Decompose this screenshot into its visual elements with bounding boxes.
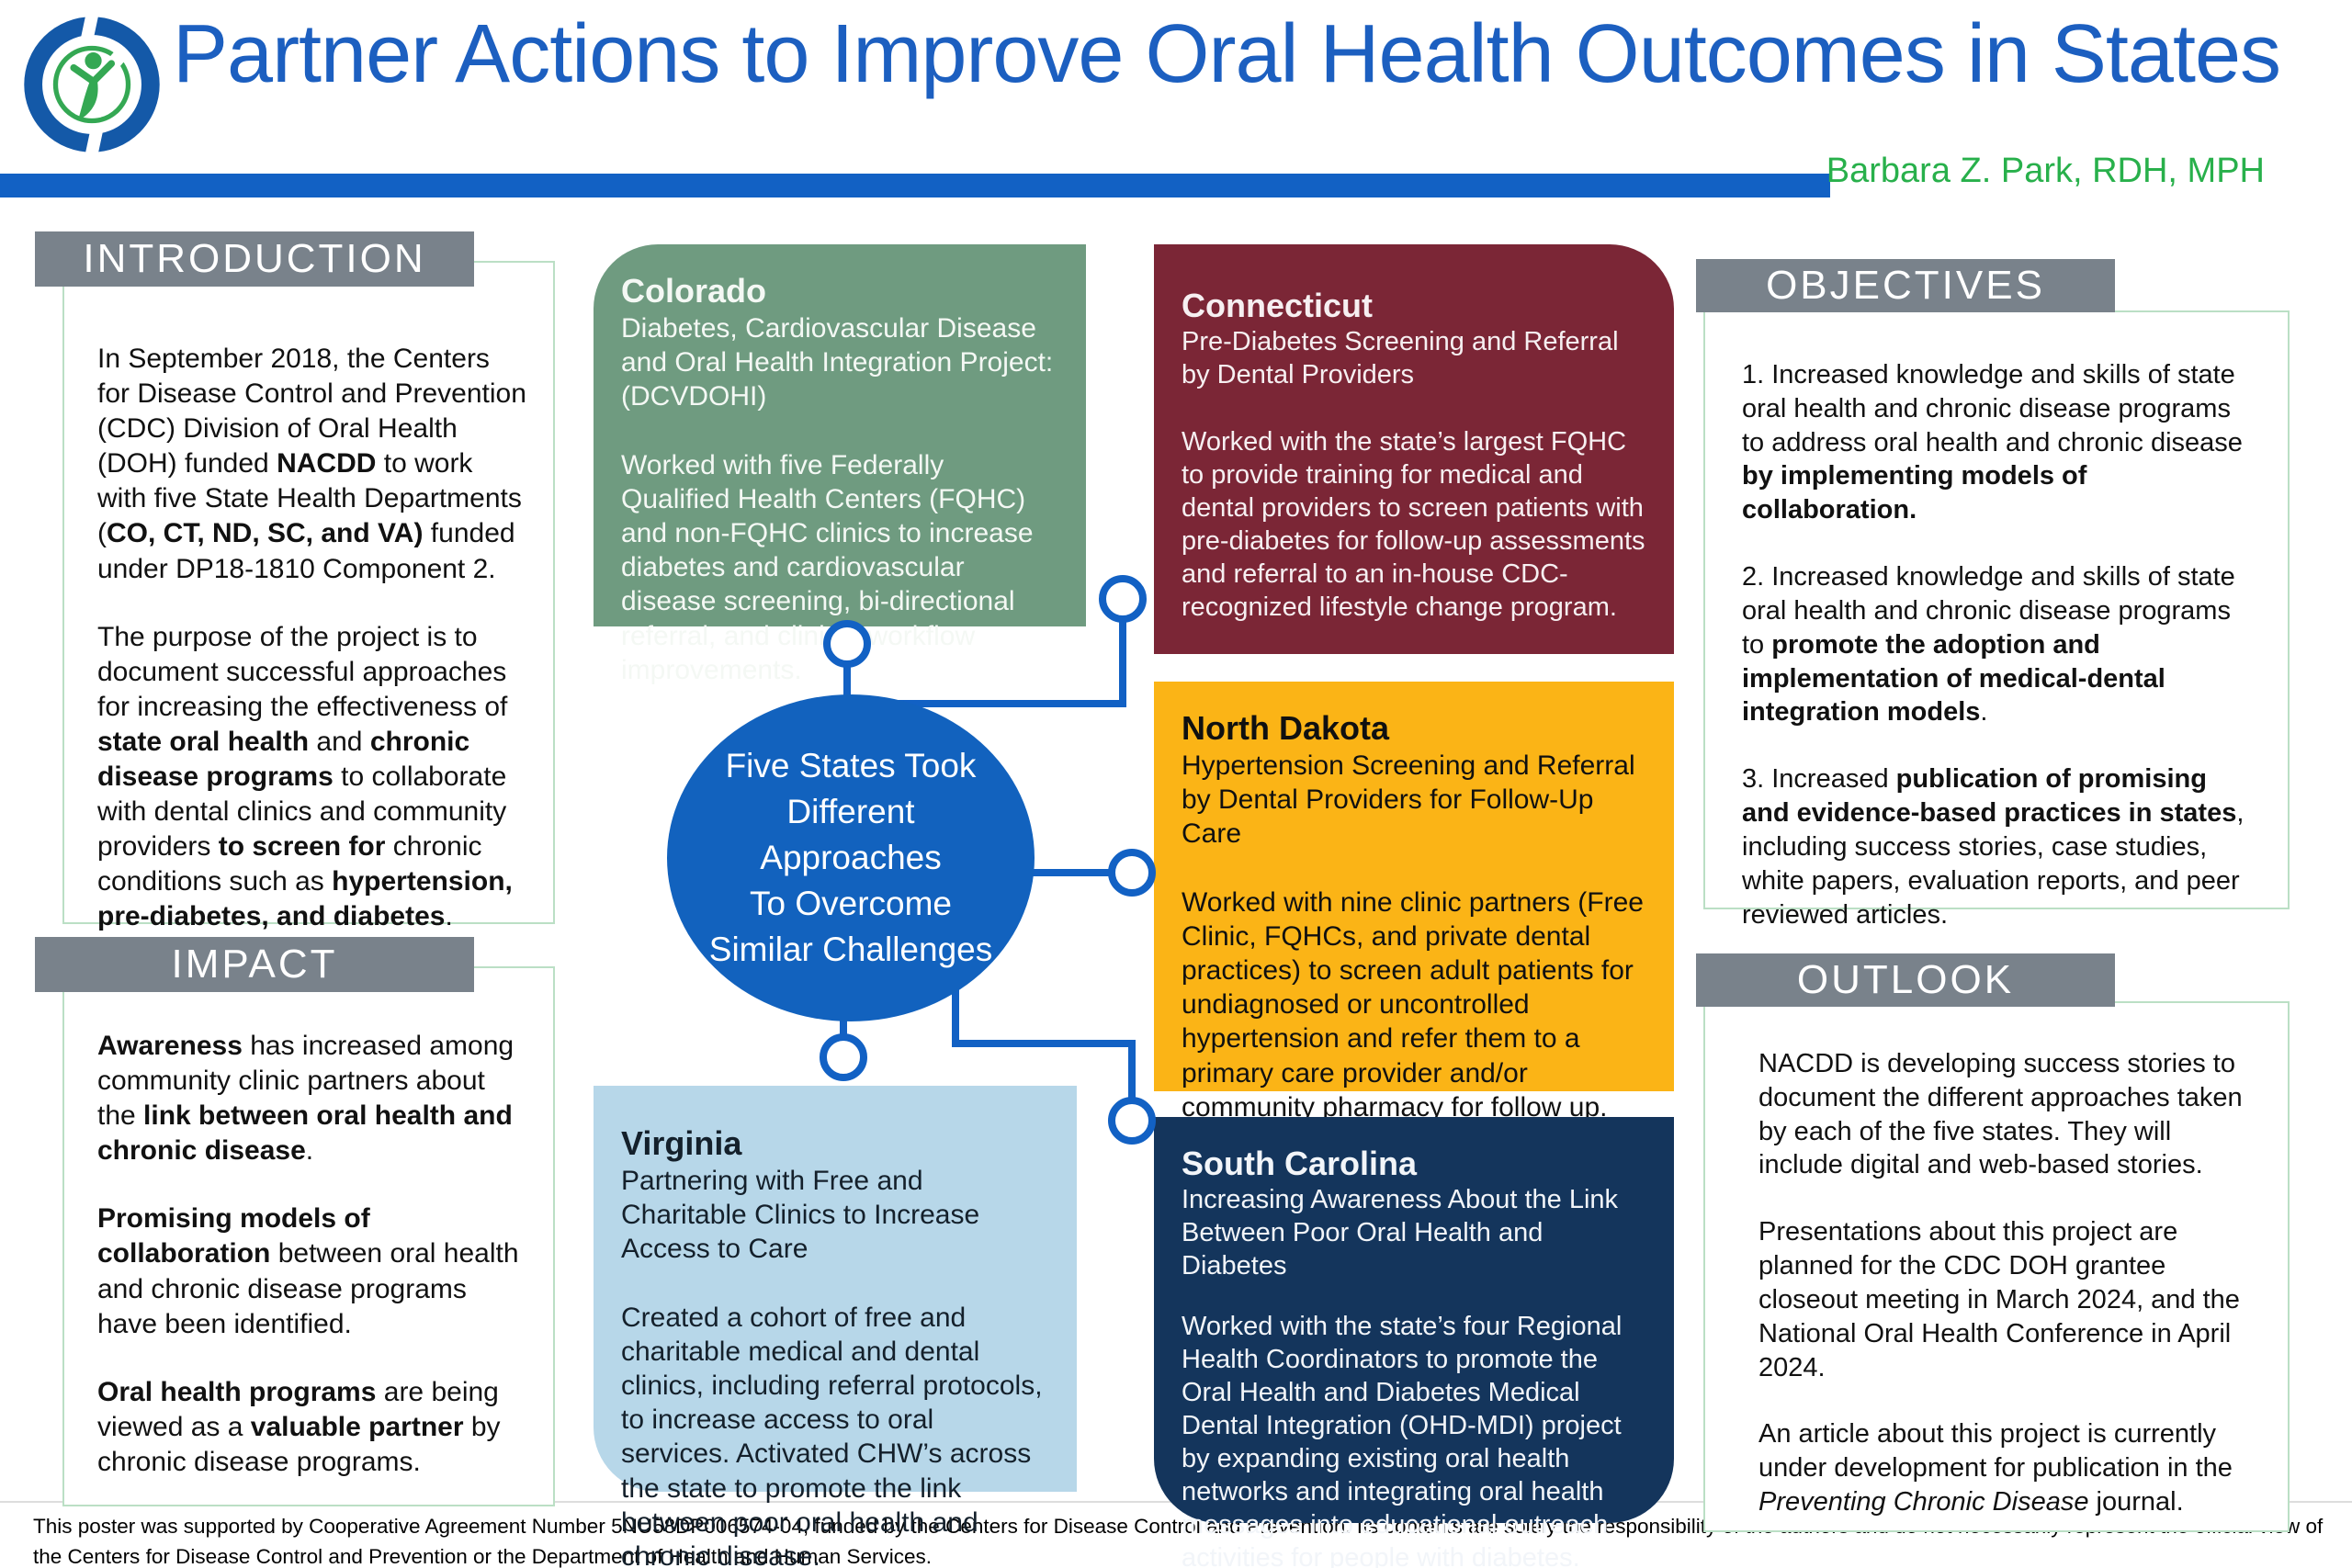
state-box-south-carolina: South Carolina Increasing Awareness Abou…	[1154, 1117, 1674, 1568]
author-byline: Barbara Z. Park, RDH, MPH	[1826, 152, 2265, 190]
state-box-colorado: Colorado Diabetes, Cardiovascular Diseas…	[594, 244, 1086, 685]
state-body: Worked with the state’s four Regional He…	[1182, 1311, 1623, 1568]
state-body: Worked with nine clinic partners (Free C…	[1182, 886, 1644, 1122]
state-name: Colorado	[621, 272, 766, 310]
section-header-introduction: INTRODUCTION	[35, 231, 474, 287]
footer-disclaimer: This poster was supported by Cooperative…	[33, 1515, 2324, 1568]
nacdd-logo-icon	[24, 15, 160, 154]
outlook-box: NACDD is developing success stories to d…	[1703, 1001, 2290, 1532]
page-title: Partner Actions to Improve Oral Health O…	[173, 8, 2281, 100]
state-subtitle: Diabetes, Cardiovascular Disease and Ora…	[621, 313, 1054, 412]
state-subtitle: Partnering with Free and Charitable Clin…	[621, 1166, 980, 1265]
header-accent-bar	[0, 174, 1830, 197]
state-body: Worked with the state’s largest FQHC to …	[1182, 426, 1645, 622]
state-body: Created a cohort of free and charitable …	[621, 1302, 1043, 1568]
state-name: North Dakota	[1182, 709, 1390, 747]
state-body: Worked with five Federally Qualified Hea…	[621, 449, 1034, 685]
state-box-connecticut: Connecticut Pre-Diabetes Screening and R…	[1154, 244, 1674, 654]
state-name: Virginia	[621, 1124, 742, 1162]
impact-box: Awareness has increased among community …	[62, 966, 555, 1506]
state-box-virginia: Virginia Partnering with Free and Charit…	[594, 1086, 1077, 1568]
state-subtitle: Pre-Diabetes Screening and Referral by D…	[1182, 327, 1619, 389]
introduction-text: In September 2018, the Centers for Disea…	[97, 344, 526, 932]
objectives-box: 1. Increased knowledge and skills of sta…	[1703, 310, 2290, 930]
section-header-objectives: OBJECTIVES	[1696, 259, 2115, 312]
section-header-impact: IMPACT	[35, 937, 474, 992]
state-name: Connecticut	[1182, 287, 1374, 324]
impact-text: Awareness has increased among community …	[97, 1031, 519, 1477]
state-name: South Carolina	[1182, 1145, 1418, 1182]
objectives-text: 1. Increased knowledge and skills of sta…	[1742, 360, 2245, 930]
state-subtitle: Hypertension Screening and Referral by D…	[1182, 750, 1635, 850]
section-header-outlook: OUTLOOK	[1696, 953, 2115, 1007]
state-box-north-dakota: North Dakota Hypertension Screening and …	[1154, 682, 1674, 1122]
outlook-text: NACDD is developing success stories to d…	[1758, 1049, 2243, 1517]
state-subtitle: Increasing Awareness About the Link Betw…	[1182, 1185, 1619, 1280]
introduction-box: In September 2018, the Centers for Disea…	[62, 261, 555, 931]
center-circle: Five States Took Different Approaches To Ov…	[667, 694, 1035, 1021]
